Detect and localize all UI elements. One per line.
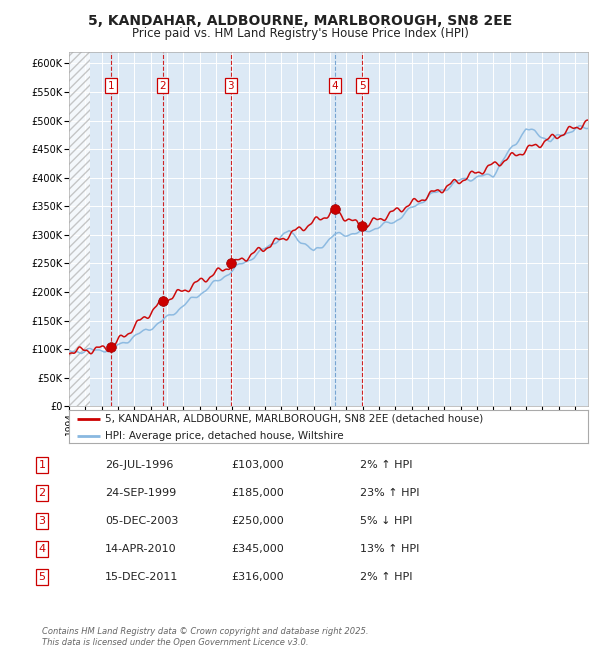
Text: 1: 1: [38, 460, 46, 470]
Text: 2% ↑ HPI: 2% ↑ HPI: [360, 572, 413, 582]
Text: HPI: Average price, detached house, Wiltshire: HPI: Average price, detached house, Wilt…: [106, 431, 344, 441]
Text: 13% ↑ HPI: 13% ↑ HPI: [360, 544, 419, 554]
Text: 15-DEC-2011: 15-DEC-2011: [105, 572, 178, 582]
Text: 5, KANDAHAR, ALDBOURNE, MARLBOROUGH, SN8 2EE: 5, KANDAHAR, ALDBOURNE, MARLBOROUGH, SN8…: [88, 14, 512, 29]
Text: 24-SEP-1999: 24-SEP-1999: [105, 488, 176, 498]
Text: 4: 4: [38, 544, 46, 554]
Text: 2% ↑ HPI: 2% ↑ HPI: [360, 460, 413, 470]
Text: 23% ↑ HPI: 23% ↑ HPI: [360, 488, 419, 498]
Text: 5: 5: [359, 81, 365, 90]
Text: £185,000: £185,000: [231, 488, 284, 498]
Text: 1: 1: [107, 81, 114, 90]
Text: 2: 2: [38, 488, 46, 498]
Text: 5% ↓ HPI: 5% ↓ HPI: [360, 516, 412, 526]
Text: Contains HM Land Registry data © Crown copyright and database right 2025.
This d: Contains HM Land Registry data © Crown c…: [42, 627, 368, 647]
Text: £316,000: £316,000: [231, 572, 284, 582]
Text: 05-DEC-2003: 05-DEC-2003: [105, 516, 178, 526]
Text: 3: 3: [227, 81, 234, 90]
Text: 3: 3: [38, 516, 46, 526]
Text: £103,000: £103,000: [231, 460, 284, 470]
Text: 2: 2: [159, 81, 166, 90]
Text: 4: 4: [331, 81, 338, 90]
Text: Price paid vs. HM Land Registry's House Price Index (HPI): Price paid vs. HM Land Registry's House …: [131, 27, 469, 40]
Text: 26-JUL-1996: 26-JUL-1996: [105, 460, 173, 470]
Text: £250,000: £250,000: [231, 516, 284, 526]
Text: 5: 5: [38, 572, 46, 582]
Text: 14-APR-2010: 14-APR-2010: [105, 544, 176, 554]
Text: 5, KANDAHAR, ALDBOURNE, MARLBOROUGH, SN8 2EE (detached house): 5, KANDAHAR, ALDBOURNE, MARLBOROUGH, SN8…: [106, 414, 484, 424]
Text: £345,000: £345,000: [231, 544, 284, 554]
